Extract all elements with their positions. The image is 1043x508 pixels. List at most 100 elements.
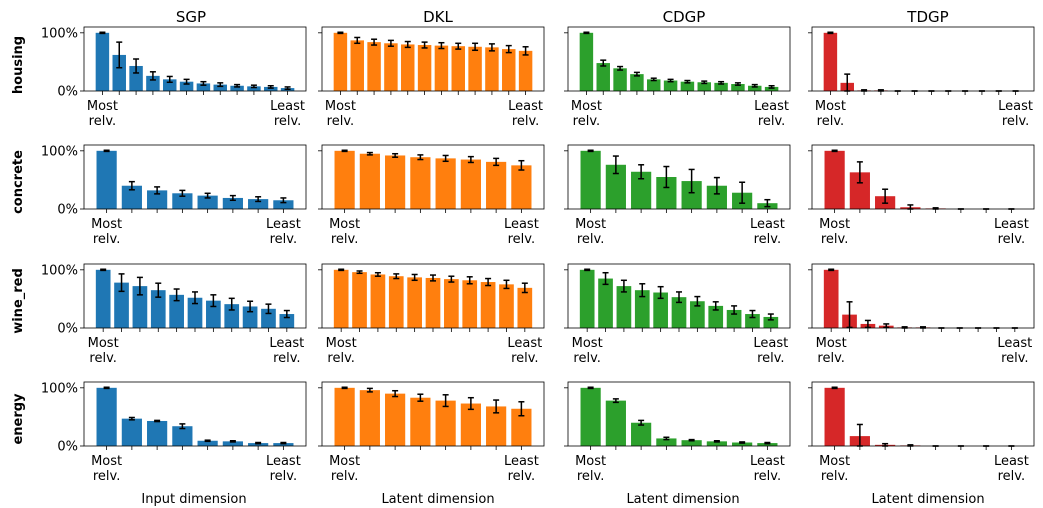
panel-concrete-tdgp: Most relv. Least relv. — [808, 144, 1035, 247]
row-label-housing: housing — [11, 36, 26, 94]
bar — [708, 305, 724, 328]
error-bar — [612, 155, 619, 175]
panel-concrete-dkl: Most relv. Least relv. — [318, 144, 545, 247]
error-bar — [764, 441, 771, 445]
error-bar — [133, 58, 140, 74]
bar — [518, 50, 533, 91]
bar — [384, 43, 398, 91]
bar — [264, 86, 278, 91]
bar — [616, 286, 632, 328]
x-tick-label-least-relevant: Least relv. — [754, 99, 789, 129]
error-bar — [118, 273, 125, 293]
bar — [468, 46, 482, 91]
error-bar — [448, 275, 455, 283]
error-bar — [438, 41, 445, 50]
bar — [334, 150, 355, 209]
error-bar — [154, 419, 161, 423]
error-bar — [466, 276, 473, 285]
bar — [511, 408, 532, 446]
error-bar — [103, 386, 110, 390]
error-bar — [768, 85, 775, 89]
error-bar — [116, 41, 123, 69]
error-bar — [192, 291, 198, 305]
error-bar — [149, 71, 156, 81]
error-bar — [600, 59, 607, 67]
bar — [222, 441, 243, 446]
bar — [273, 200, 294, 209]
panel-housing-cdgp: Most relv. Least relv. — [564, 26, 791, 129]
error-bar — [404, 40, 411, 49]
bar — [333, 269, 349, 328]
error-bar — [247, 300, 254, 313]
bar — [410, 157, 431, 209]
error-bar — [712, 301, 719, 311]
bar — [95, 32, 110, 91]
x-tick-label-most-relevant: Most relv. — [572, 336, 603, 366]
axes-frame — [83, 381, 307, 447]
y-tick-label: 0% — [57, 203, 78, 218]
row-label-concrete: concrete — [11, 150, 26, 214]
bar — [631, 171, 652, 209]
bar — [511, 165, 532, 209]
error-bar — [217, 82, 224, 88]
panel-energy-tdgp: Most relv. Least relv. — [808, 381, 1035, 484]
bar — [96, 387, 117, 446]
panel-energy-dkl: Most relv. Least relv. — [318, 381, 545, 484]
error-bar — [374, 271, 381, 277]
axes-frame — [321, 381, 545, 447]
bar — [681, 181, 702, 209]
error-bar — [617, 65, 624, 71]
error-bar — [751, 83, 758, 88]
x-tick-label-most-relevant: Most relv. — [329, 454, 360, 484]
bar — [613, 68, 627, 91]
bar — [401, 44, 415, 91]
axes-frame — [567, 381, 791, 447]
error-bar — [521, 282, 528, 294]
error-bar — [503, 279, 510, 290]
error-bar — [864, 319, 871, 329]
bar — [824, 387, 845, 446]
bar — [731, 84, 745, 91]
error-bar — [713, 440, 720, 443]
bar — [435, 158, 456, 209]
error-bar — [155, 282, 162, 298]
x-tick-label-least-relevant: Least relv. — [266, 217, 301, 247]
bar — [247, 86, 261, 91]
error-bar — [602, 271, 609, 286]
error-bar — [442, 154, 449, 163]
error-bar — [493, 399, 500, 414]
x-tick-label-least-relevant: Least relv. — [750, 217, 785, 247]
bar — [462, 280, 478, 328]
x-tick-label-most-relevant: Most relv. — [87, 99, 118, 129]
error-bar — [387, 39, 394, 47]
x-tick-label-least-relevant: Least relv. — [997, 336, 1032, 366]
row-labels: housing concrete wine_red energy — [11, 36, 26, 445]
x-tick-label-most-relevant: Most relv. — [326, 336, 357, 366]
error-bar — [100, 268, 107, 272]
bar — [172, 193, 193, 209]
x-tick-label-least-relevant: Least relv. — [270, 99, 305, 129]
bar — [129, 65, 143, 91]
subplot-grid: 0% 100% Most relv. Least relv. Most relv. Least r… — [41, 26, 1035, 484]
error-bar — [341, 149, 348, 153]
bar — [230, 85, 244, 91]
bar — [486, 406, 507, 446]
error-bar — [493, 157, 500, 167]
bar — [714, 82, 728, 91]
error-bar — [827, 31, 834, 35]
error-bar — [179, 189, 186, 197]
bar — [222, 197, 243, 209]
bar — [95, 269, 111, 328]
error-bar — [713, 176, 720, 195]
error-bar — [280, 197, 287, 204]
panel-housing-tdgp: Most relv. Least relv. — [808, 26, 1035, 129]
bar — [367, 42, 381, 91]
bar — [697, 82, 711, 91]
error-bar — [650, 77, 657, 82]
error-bar — [485, 277, 492, 287]
panel-concrete-cdgp: Most relv. Least relv. — [564, 144, 791, 247]
bar — [580, 150, 601, 209]
x-tick-label-most-relevant: Most relv. — [91, 217, 122, 247]
row-label-energy: energy — [11, 393, 26, 445]
bar — [172, 426, 193, 446]
